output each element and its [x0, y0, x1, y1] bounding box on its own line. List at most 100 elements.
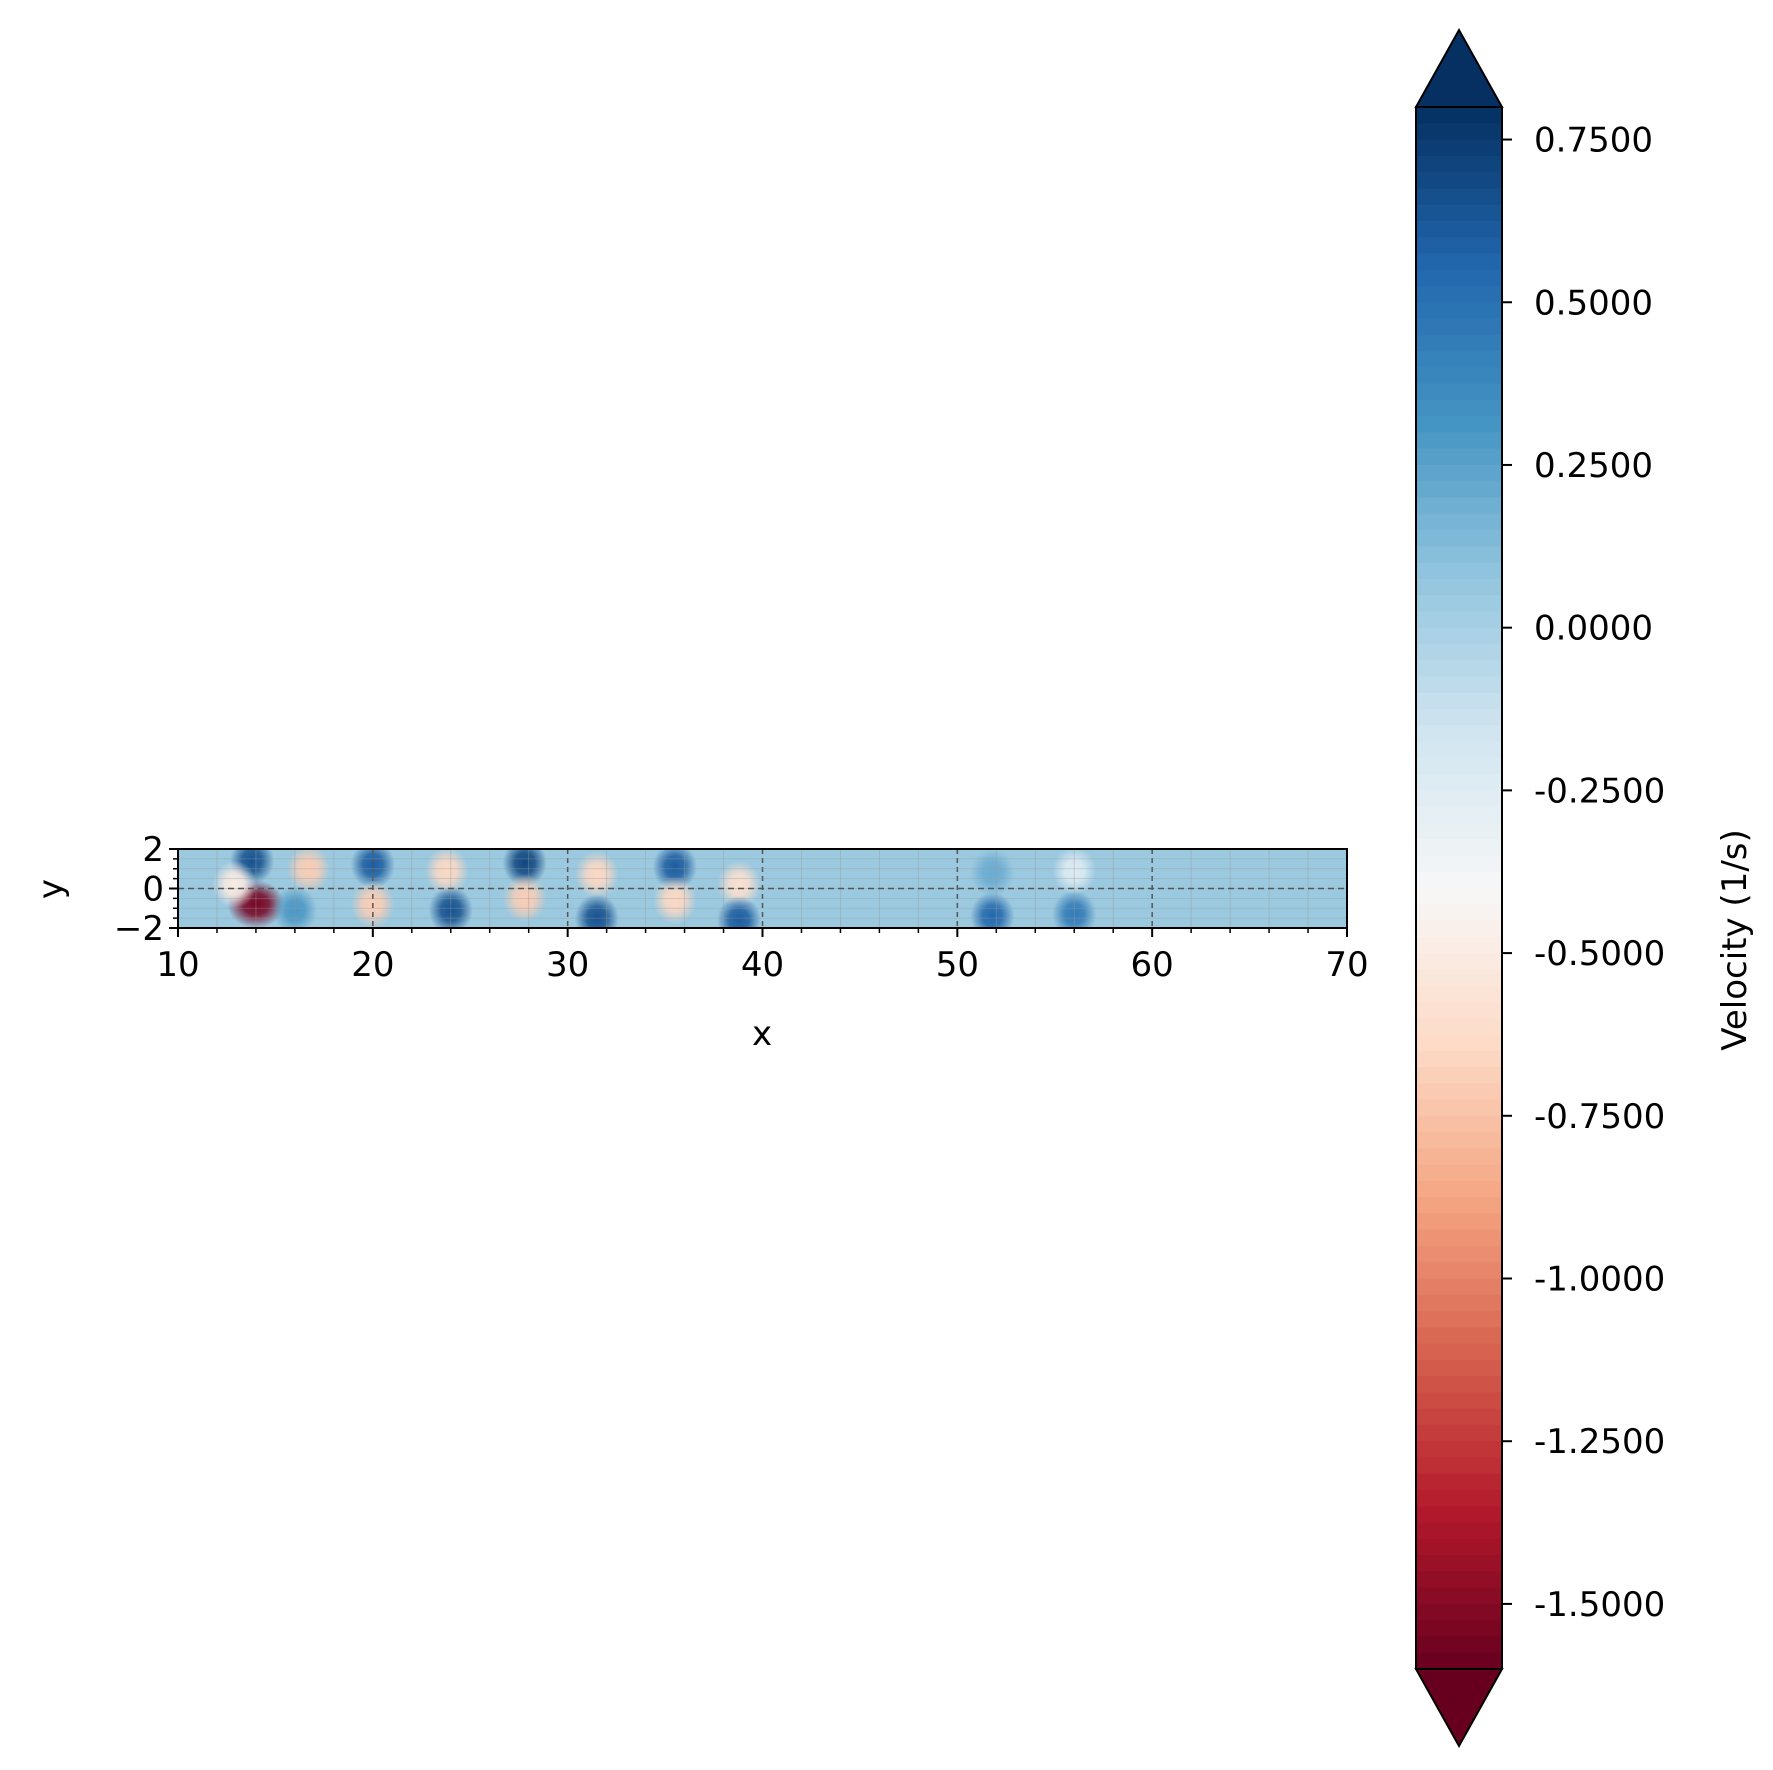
colorbar-band: [1416, 367, 1502, 385]
colorbar-band: [1416, 530, 1502, 547]
colorbar-gradient: [1416, 107, 1502, 1670]
x-tick-label: 20: [351, 945, 394, 985]
colorbar-band: [1416, 855, 1502, 873]
colorbar-band: [1416, 253, 1502, 271]
colorbar-band: [1416, 692, 1502, 710]
colorbar-band: [1416, 546, 1502, 564]
colorbar-band: [1416, 1408, 1502, 1426]
colorbar-band: [1416, 1148, 1502, 1166]
colorbar-band: [1416, 1620, 1502, 1638]
colorbar-band: [1416, 1555, 1502, 1572]
field-blob: [424, 849, 469, 895]
field-blob: [970, 849, 1015, 897]
colorbar-band: [1416, 318, 1502, 336]
y-axis-label: y: [31, 879, 71, 899]
x-axis-label: x: [752, 1014, 772, 1054]
colorbar-band: [1416, 416, 1502, 434]
colorbar-extend-top: [1414, 27, 1504, 108]
field-blob: [574, 850, 619, 899]
colorbar-tick-label: 0.0000: [1534, 609, 1653, 649]
colorbar-band: [1416, 1066, 1502, 1084]
colorbar-band: [1416, 155, 1502, 173]
colorbar-band: [1416, 464, 1502, 482]
colorbar-band: [1416, 985, 1502, 1003]
field-blob: [717, 896, 762, 928]
colorbar-band: [1416, 1441, 1502, 1459]
colorbar-band: [1416, 123, 1502, 141]
colorbar-band: [1416, 1083, 1502, 1101]
colorbar-band: [1416, 448, 1502, 466]
field-blob: [502, 874, 547, 923]
colorbar-band: [1416, 660, 1502, 678]
colorbar-tick-label: -1.5000: [1534, 1585, 1665, 1625]
colorbar-tick-label: -1.2500: [1534, 1422, 1665, 1462]
x-axis: 10 20 30 40 50 60 70: [156, 928, 1369, 985]
colorbar-band: [1416, 709, 1502, 726]
colorbar-tick-label: -0.5000: [1534, 934, 1665, 974]
colorbar-band: [1416, 1473, 1502, 1491]
colorbar-band: [1416, 1327, 1502, 1345]
colorbar-band: [1416, 1197, 1502, 1215]
colorbar-ticks: 0.7500 0.5000 0.2500 0.0000 -0.2500 -0.5000 -0…: [1502, 121, 1665, 1625]
x-tick-label: 40: [741, 945, 784, 985]
colorbar-band: [1416, 1018, 1502, 1036]
colorbar-band: [1416, 1229, 1502, 1247]
x-tick-label: 60: [1131, 945, 1174, 985]
colorbar-band: [1416, 497, 1502, 515]
colorbar-band: [1416, 302, 1502, 320]
colorbar-band: [1416, 969, 1502, 987]
colorbar-tick-label: -1.0000: [1534, 1260, 1665, 1300]
field-blob: [717, 860, 762, 909]
colorbar-band: [1416, 1099, 1502, 1117]
colorbar-band: [1416, 1050, 1502, 1068]
colorbar-band: [1416, 936, 1502, 954]
field-blob: [574, 894, 619, 928]
colorbar-band: [1416, 627, 1502, 645]
colorbar-label: Velocity (1/s): [1715, 829, 1755, 1051]
colorbar-tick-label: -0.2500: [1534, 771, 1665, 811]
colorbar-band: [1416, 1636, 1502, 1654]
colorbar-extend-bottom: [1414, 1668, 1504, 1749]
colorbar-band: [1416, 1294, 1502, 1312]
colorbar-band: [1416, 1034, 1502, 1052]
colorbar-band: [1416, 1392, 1502, 1410]
x-tick-label: 30: [546, 945, 589, 985]
colorbar-band: [1416, 790, 1502, 808]
colorbar-band: [1416, 757, 1502, 775]
colorbar-band: [1416, 513, 1502, 531]
field-blob: [212, 860, 257, 909]
colorbar-band: [1416, 1490, 1502, 1507]
colorbar-band: [1416, 285, 1502, 303]
colorbar-band: [1416, 269, 1502, 287]
colorbar: 0.7500 0.5000 0.2500 0.0000 -0.2500 -0.5000 -0…: [1414, 27, 1755, 1749]
colorbar-band: [1416, 1001, 1502, 1019]
x-tick-label: 50: [936, 945, 979, 985]
colorbar-band: [1416, 595, 1502, 612]
field-blob: [652, 876, 697, 925]
colorbar-band: [1416, 237, 1502, 255]
colorbar-band: [1416, 1652, 1502, 1670]
field-blob: [502, 849, 547, 887]
colorbar-band: [1416, 643, 1502, 661]
colorbar-band: [1416, 1359, 1502, 1377]
colorbar-band: [1416, 774, 1502, 791]
colorbar-band: [1416, 1603, 1502, 1621]
colorbar-band: [1416, 1278, 1502, 1296]
colorbar-tick-label: 0.5000: [1534, 283, 1653, 323]
heatmap-plot: 10 20 30 40 50 60 70 20−2 x y: [31, 830, 1369, 1054]
y-tick-label: −2: [114, 909, 164, 949]
colorbar-band: [1416, 1262, 1502, 1280]
colorbar-frame: [1415, 106, 1503, 1670]
x-tick-label: 70: [1325, 945, 1368, 985]
colorbar-band: [1416, 611, 1502, 629]
colorbar-band: [1416, 1522, 1502, 1540]
colorbar-band: [1416, 578, 1502, 596]
colorbar-band: [1416, 1213, 1502, 1231]
colorbar-band: [1416, 1538, 1502, 1556]
y-tick-label: 2: [142, 830, 164, 870]
colorbar-band: [1416, 1587, 1502, 1605]
colorbar-band: [1416, 822, 1502, 840]
colorbar-tick-label: 0.2500: [1534, 446, 1653, 486]
colorbar-tick-label: 0.7500: [1534, 121, 1653, 161]
field-blob: [286, 849, 331, 893]
